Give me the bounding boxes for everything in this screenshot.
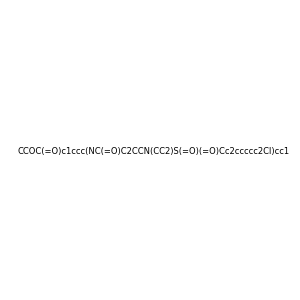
Text: CCOC(=O)c1ccc(NC(=O)C2CCN(CC2)S(=O)(=O)Cc2ccccc2Cl)cc1: CCOC(=O)c1ccc(NC(=O)C2CCN(CC2)S(=O)(=O)C… <box>18 147 290 156</box>
